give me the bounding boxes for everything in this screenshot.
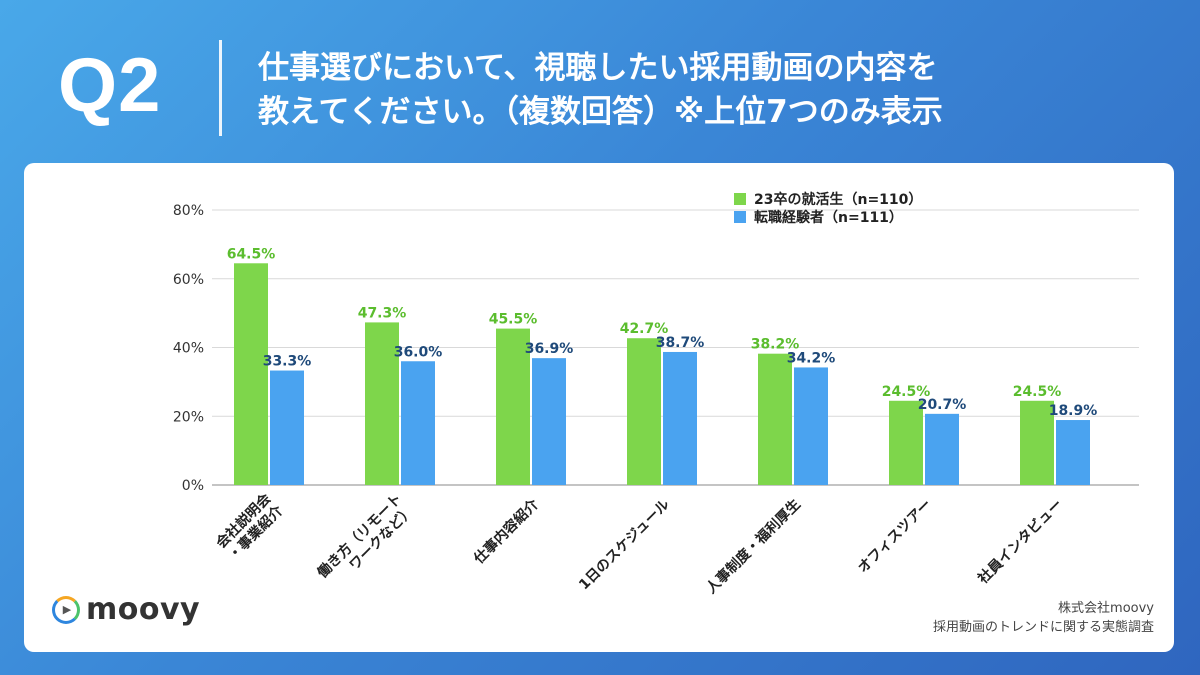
question-title-line-1: 仕事選びにおいて、視聴したい採用動画の内容を <box>258 50 938 86</box>
category-label: 会社説明会・事業紹介 <box>213 489 287 563</box>
bar <box>889 400 923 485</box>
category-label-line: 1日のスケジュール <box>576 497 673 594</box>
bar <box>925 413 959 485</box>
bar <box>794 367 828 485</box>
category-label-line: オフィスツアー <box>855 497 935 577</box>
category-label-line: 仕事内容紹介 <box>470 495 543 568</box>
data-label: 36.9% <box>525 341 574 357</box>
category-label-line: 社員インタビュー <box>974 496 1066 588</box>
data-label: 24.5% <box>1013 384 1062 400</box>
data-label: 47.3% <box>358 305 407 321</box>
category-label: 社員インタビュー <box>974 496 1066 588</box>
header-divider <box>219 40 222 136</box>
bar <box>532 358 566 485</box>
bar <box>496 328 530 485</box>
bar <box>1056 420 1090 485</box>
bar <box>270 370 304 485</box>
data-label: 20.7% <box>918 397 967 413</box>
source-survey: 採用動画のトレンドに関する実態調査 <box>932 620 1154 635</box>
chart-card: 0% 20% 40% 60% 80% 64.5% 33.3% 会社説明会 ・事業紹介 47.3% 3… <box>24 163 1174 652</box>
legend-swatch <box>734 211 746 223</box>
bar <box>627 338 661 485</box>
data-label: 34.2% <box>787 350 836 366</box>
play-circle-icon: ▶ <box>52 595 80 624</box>
data-label: 38.2% <box>751 337 800 353</box>
y-tick-label: 20% <box>173 409 204 425</box>
source-company: 株式会社moovy <box>1058 601 1154 616</box>
data-label: 42.7% <box>620 321 669 337</box>
legend-label: 転職経験者（n=111） <box>754 209 903 226</box>
data-label: 38.7% <box>656 335 705 351</box>
data-label: 18.9% <box>1049 403 1098 419</box>
question-title: 仕事選びにおいて、視聴したい採用動画の内容を 教えてください。（複数回答）※上位… <box>258 46 943 134</box>
category-label: 1日のスケジュール <box>576 497 673 594</box>
legend-swatch <box>734 193 746 205</box>
data-label: 24.5% <box>882 384 931 400</box>
category-label: 仕事内容紹介 <box>470 495 543 568</box>
source-credit: 株式会社moovy 採用動画のトレンドに関する実態調査 <box>933 599 1154 637</box>
brand-logo: ▶ moovy <box>52 592 200 627</box>
data-label: 33.3% <box>263 354 312 370</box>
data-label: 45.5% <box>489 312 538 328</box>
y-tick-label: 80% <box>173 203 204 219</box>
y-tick-label: 0% <box>182 478 204 494</box>
legend-label: 23卒の就活生（n=110） <box>754 191 922 208</box>
question-title-line-2: 教えてください。（複数回答）※上位7つのみ表示 <box>258 94 943 130</box>
bar <box>234 263 268 485</box>
bar <box>1020 400 1054 485</box>
bar <box>365 322 399 485</box>
bar-chart: 0% 20% 40% 60% 80% 64.5% 33.3% 会社説明会・事業紹介 47.3% 3… <box>173 191 1139 597</box>
data-label: 36.0% <box>394 344 443 360</box>
category-label: 人事制度・福利厚生 <box>703 496 804 597</box>
y-tick-label: 60% <box>173 272 204 288</box>
bar <box>663 351 697 485</box>
bar <box>758 353 792 485</box>
y-tick-label: 40% <box>173 341 204 357</box>
data-label: 64.5% <box>227 246 276 262</box>
question-number: Q2 <box>58 43 162 128</box>
bar <box>401 361 435 485</box>
category-label-line: 人事制度・福利厚生 <box>703 496 804 597</box>
brand-name: moovy <box>86 592 201 627</box>
category-label: オフィスツアー <box>855 497 935 577</box>
